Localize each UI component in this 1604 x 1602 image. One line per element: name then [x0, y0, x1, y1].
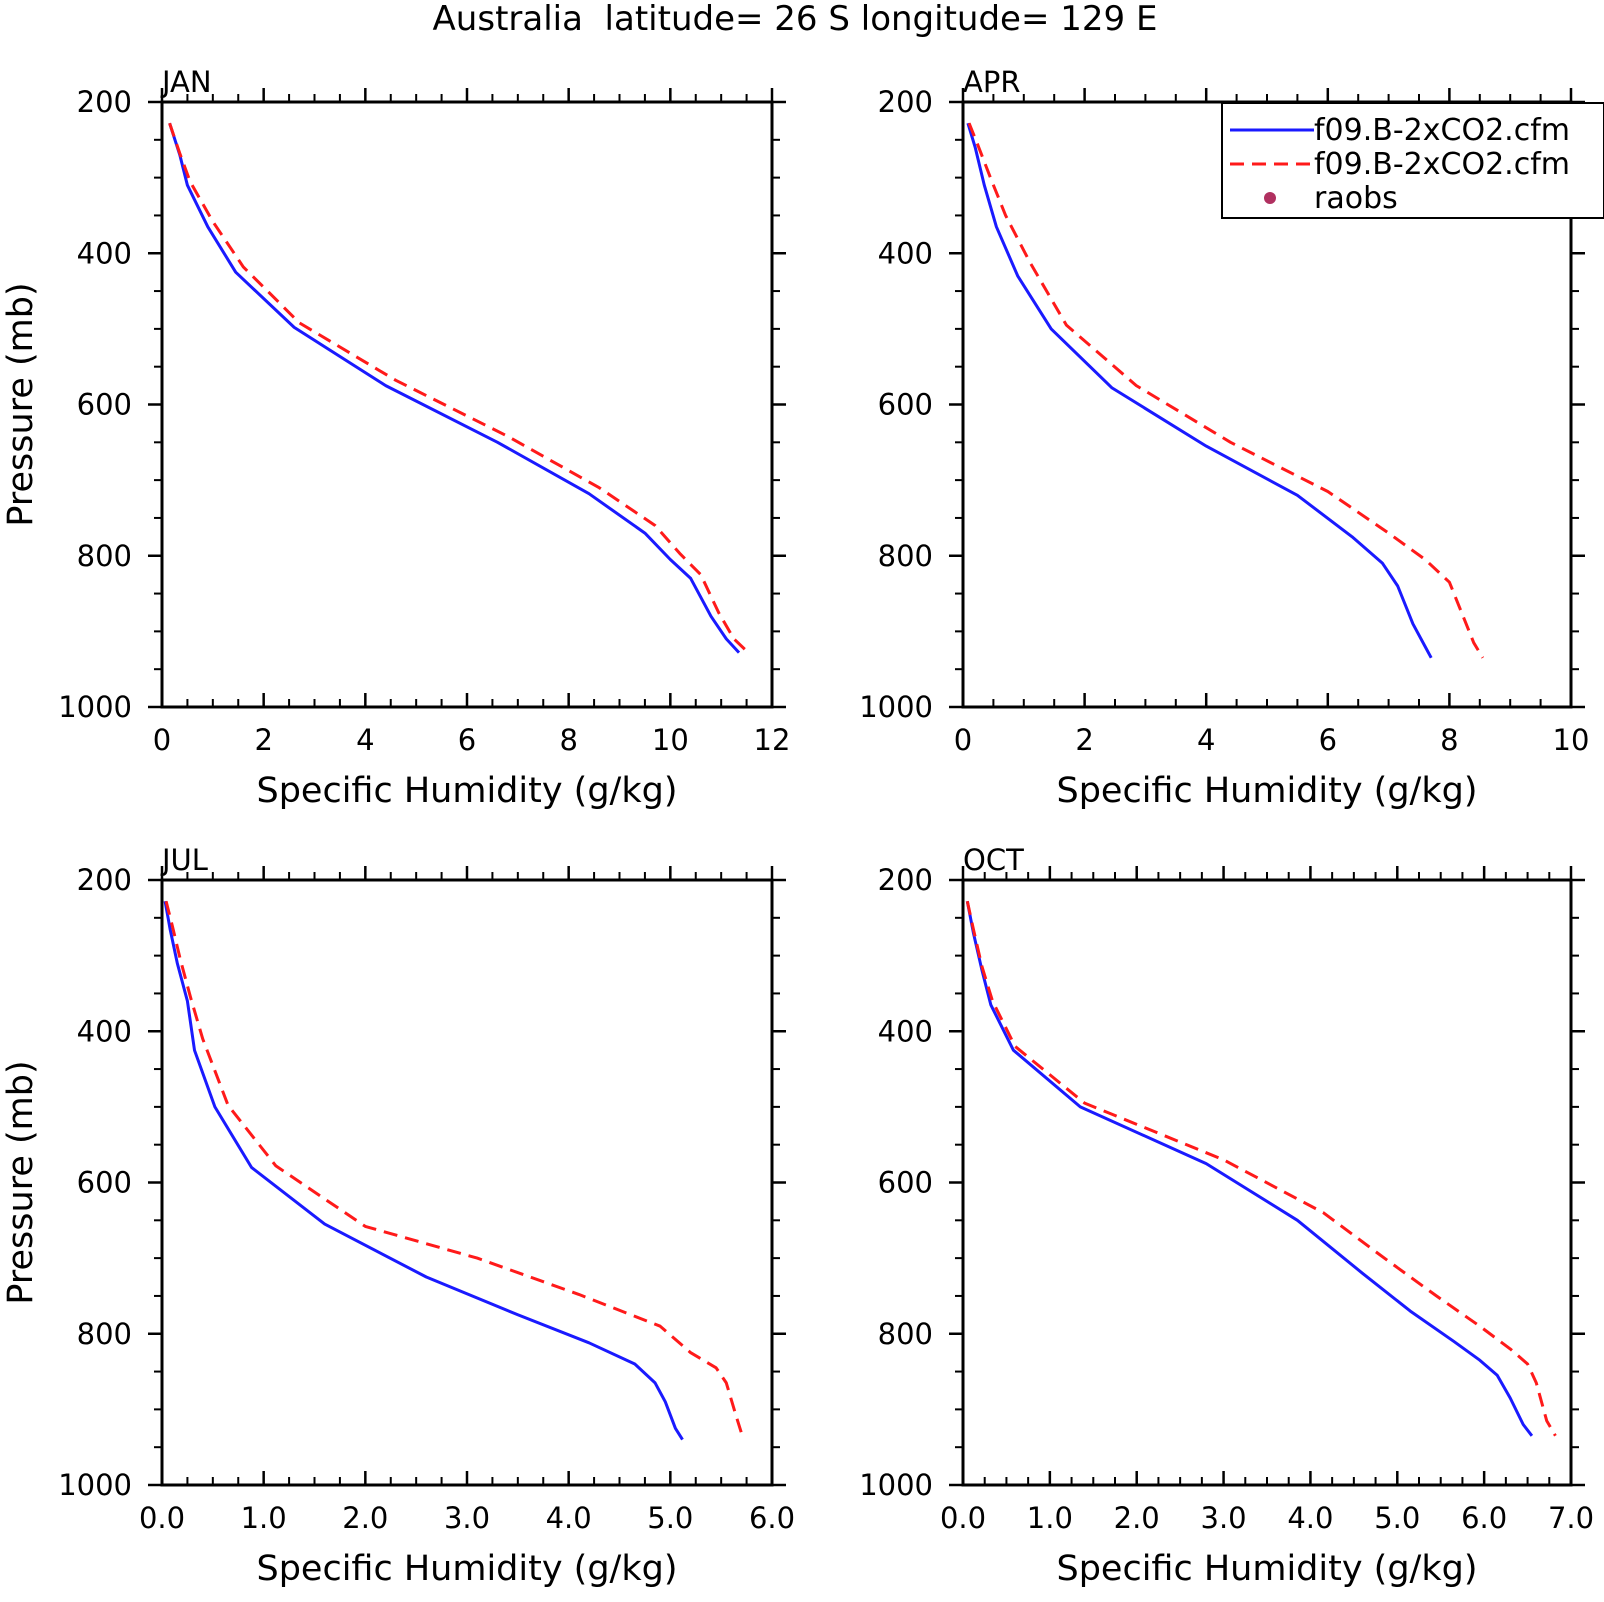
x-tick-label: 8	[559, 723, 577, 757]
y-tick-label: 1000	[58, 690, 132, 724]
x-tick-label: 2.0	[342, 1501, 388, 1535]
x-tick-label: 1.0	[241, 1501, 287, 1535]
x-tick-label: 12	[754, 723, 791, 757]
y-tick-label: 600	[878, 388, 933, 422]
panel-label: JAN	[160, 65, 212, 99]
x-tick-label: 6.0	[1461, 1501, 1507, 1535]
series-line-1	[965, 900, 1534, 1437]
y-tick-label: 400	[878, 236, 933, 270]
y-tick-label: 200	[77, 863, 132, 897]
y-tick-label: 200	[878, 863, 933, 897]
y-tick-label: 800	[878, 539, 933, 573]
x-tick-label: 2	[1075, 723, 1093, 757]
y-tick-label: 1000	[859, 690, 933, 724]
y-tick-label: 600	[878, 1166, 933, 1200]
y-axis-label: Pressure (mb)	[1, 282, 41, 526]
x-tick-label: 4.0	[1287, 1501, 1333, 1535]
y-axis-label: Pressure (mb)	[1, 1060, 41, 1304]
legend-box	[1221, 102, 1604, 219]
y-tick-label: 600	[77, 1166, 132, 1200]
y-tick-label: 800	[77, 1317, 132, 1351]
legend-label: f09.B-2xCO2.cfm	[1314, 147, 1570, 182]
series-line-2	[168, 122, 748, 653]
series-line-2	[164, 900, 745, 1441]
figure-title: Australia latitude= 26 S longitude= 129 …	[433, 0, 1158, 39]
x-tick-label: 5.0	[647, 1501, 693, 1535]
panel-label: APR	[963, 65, 1020, 99]
x-tick-label: 4	[356, 723, 374, 757]
panel-label: OCT	[963, 843, 1024, 877]
y-tick-label: 400	[878, 1014, 933, 1048]
panels-group: JAN 0 2 4 6 8 10 12 200 400 600 800 1000 Specific Hum…	[1, 65, 1594, 1589]
x-tick-label: 0.0	[940, 1501, 986, 1535]
y-tick-label: 1000	[859, 1468, 933, 1502]
x-tick-label: 5.0	[1374, 1501, 1420, 1535]
x-axis-label: Specific Humidity (g/kg)	[257, 1549, 678, 1589]
x-tick-label: 2.0	[1114, 1501, 1160, 1535]
legend-label: f09.B-2xCO2.cfm	[1314, 113, 1570, 148]
panel-oct: OCT 0.0 1.0 2.0 3.0 4.0 5.0 6.0 7.0 200 400 600 800 1…	[859, 843, 1594, 1589]
y-tick-label: 200	[77, 85, 132, 119]
x-axis-label: Specific Humidity (g/kg)	[1057, 1549, 1478, 1589]
x-tick-label: 0.0	[139, 1501, 185, 1535]
x-tick-label: 3.0	[1201, 1501, 1247, 1535]
y-tick-label: 400	[77, 236, 132, 270]
y-tick-label: 1000	[58, 1468, 132, 1502]
x-tick-label: 1.0	[1027, 1501, 1073, 1535]
legend-marker-dot	[1264, 192, 1276, 204]
plot-frame	[160, 100, 774, 709]
y-tick-label: 200	[878, 85, 933, 119]
panel-apr: APR 0 2 4 6 8 10 200 400 600 800 1000 Specific Humid…	[859, 65, 1589, 811]
legend-label: raobs	[1314, 181, 1398, 216]
y-tick-label: 800	[878, 1317, 933, 1351]
panel-label: JUL	[160, 843, 208, 877]
x-tick-label: 0	[954, 723, 972, 757]
x-tick-label: 4	[1197, 723, 1215, 757]
x-tick-label: 8	[1440, 723, 1458, 757]
series-line-2	[965, 900, 1557, 1437]
x-tick-label: 10	[652, 723, 689, 757]
x-tick-label: 7.0	[1548, 1501, 1594, 1535]
series-line-1	[163, 900, 684, 1441]
x-tick-label: 6	[1319, 723, 1337, 757]
x-tick-label: 10	[1553, 723, 1590, 757]
x-tick-label: 6	[458, 723, 476, 757]
x-tick-label: 4.0	[546, 1501, 592, 1535]
series-line-2	[967, 122, 1485, 659]
panel-jul: JUL 0.0 1.0 2.0 3.0 4.0 5.0 6.0 200 400 600 800 1000…	[1, 843, 795, 1589]
x-tick-label: 3.0	[444, 1501, 490, 1535]
y-tick-label: 600	[77, 388, 132, 422]
y-tick-label: 400	[77, 1014, 132, 1048]
y-tick-label: 800	[77, 539, 132, 573]
x-tick-label: 0	[153, 723, 171, 757]
x-axis-label: Specific Humidity (g/kg)	[257, 771, 678, 811]
x-tick-label: 6.0	[749, 1501, 795, 1535]
panel-jan: JAN 0 2 4 6 8 10 12 200 400 600 800 1000 Specific Hum…	[1, 65, 790, 811]
plot-frame	[160, 878, 774, 1487]
series-line-1	[966, 122, 1433, 659]
x-axis-label: Specific Humidity (g/kg)	[1057, 771, 1478, 811]
x-tick-label: 2	[254, 723, 272, 757]
series-line-1	[168, 122, 741, 654]
